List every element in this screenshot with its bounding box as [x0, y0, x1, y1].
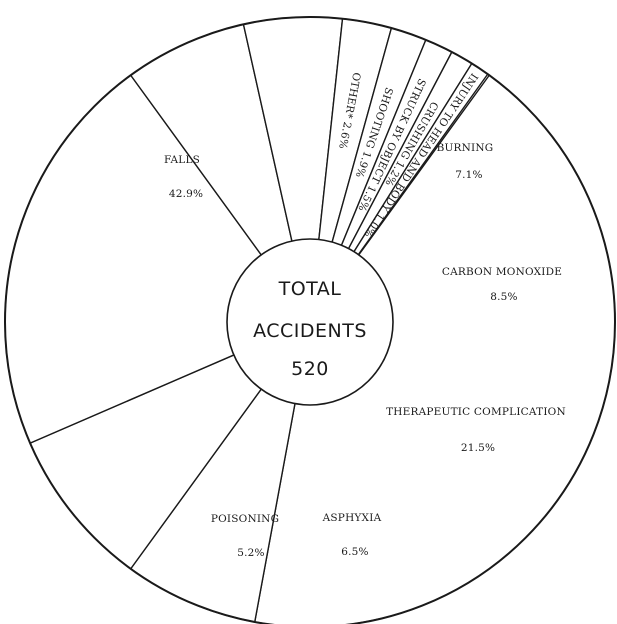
slice-label-poisoning: POISONING: [211, 513, 279, 525]
center-label-line-3: 520: [291, 358, 329, 380]
slice-label-falls: FALLS: [164, 154, 200, 166]
slice-value-carbon-monoxide: 8.5%: [490, 291, 517, 303]
slice-value-falls: 42.9%: [169, 188, 203, 200]
slice-value-therapeutic-complication: 21.5%: [461, 442, 495, 454]
center-circle: [226, 238, 394, 406]
slice-label-asphyxia: ASPHYXIA: [322, 512, 382, 524]
slice-value-poisoning: 5.2%: [237, 547, 264, 559]
center-label-line-1: TOTAL: [278, 278, 342, 300]
slice-label-carbon-monoxide: CARBON MONOXIDE: [442, 266, 562, 278]
slice-label-burning: BURNING: [437, 142, 494, 154]
center-label: TOTAL ACCIDENTS 520: [253, 278, 367, 380]
slice-value-other: 2.6%: [336, 121, 353, 150]
slice-label-therapeutic-complication: THERAPEUTIC COMPLICATION: [386, 406, 566, 418]
slice-value-burning: 7.1%: [455, 169, 482, 181]
center-label-line-2: ACCIDENTS: [253, 320, 367, 342]
slice-value-asphyxia: 6.5%: [341, 546, 368, 558]
pie-outline: [4, 16, 616, 624]
